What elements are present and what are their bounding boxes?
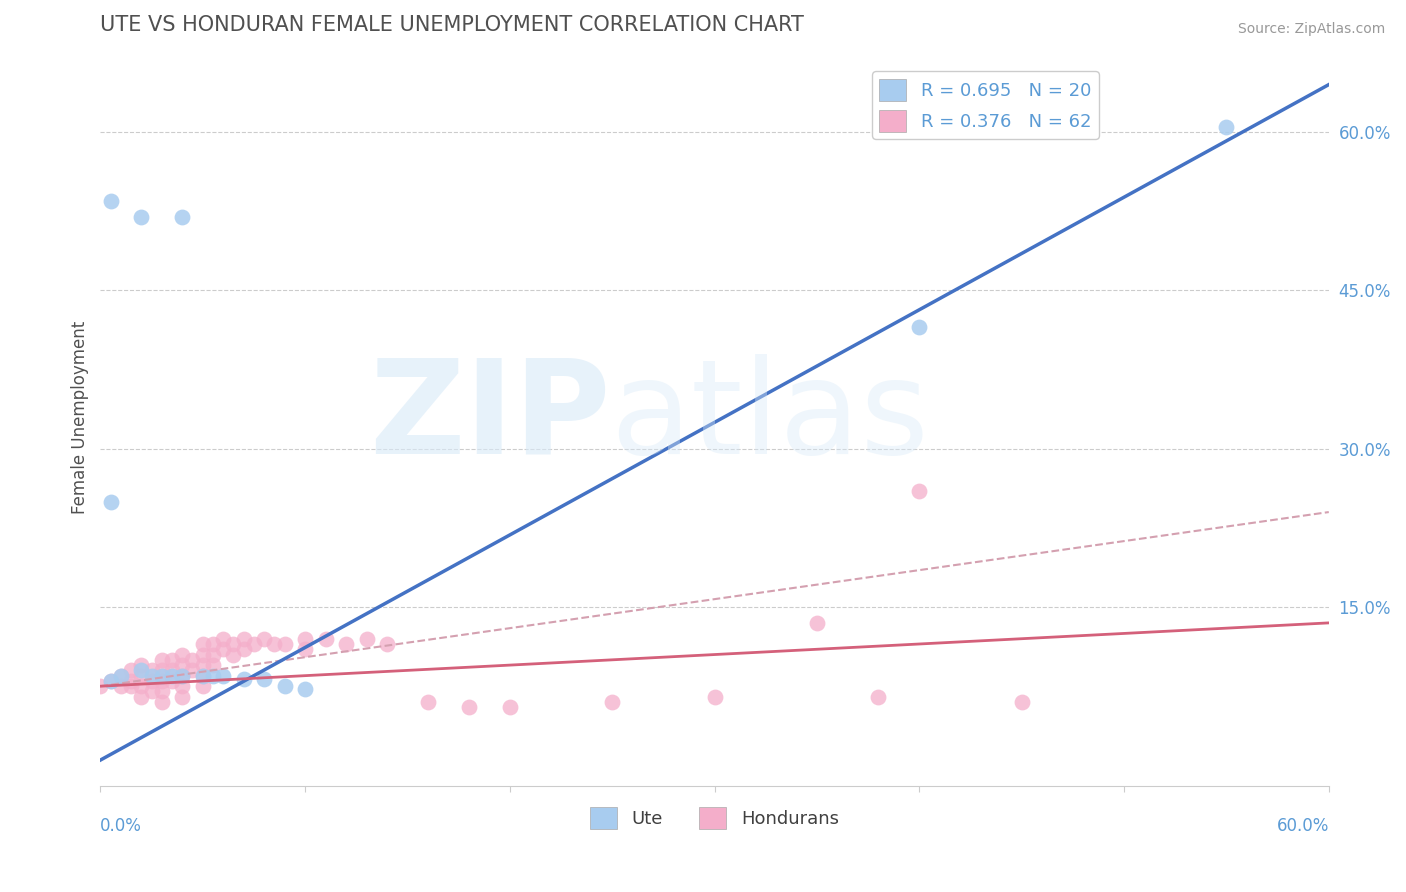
Point (129, 668, 152, 682)
Point (1215, 120, 1237, 134)
Point (212, 668, 235, 682)
Point (222, 637, 245, 651)
Point (172, 679, 194, 693)
Point (110, 668, 132, 682)
Point (172, 690, 194, 704)
Point (141, 684, 163, 698)
Point (273, 637, 295, 651)
Point (908, 483, 931, 498)
Point (201, 668, 224, 682)
Point (150, 664, 173, 678)
Point (172, 648, 194, 662)
Point (232, 642, 254, 657)
Point (129, 679, 152, 693)
Point (263, 637, 285, 651)
Point (201, 637, 224, 651)
Point (89, 679, 111, 693)
Point (294, 632, 316, 646)
Point (212, 642, 235, 657)
Point (120, 679, 142, 693)
Text: 0.0%: 0.0% (100, 817, 142, 835)
Point (129, 210, 152, 224)
Point (110, 668, 132, 682)
Point (141, 673, 163, 688)
Point (499, 700, 522, 714)
Point (129, 664, 152, 678)
Point (191, 637, 214, 651)
Point (253, 672, 276, 686)
Point (172, 668, 194, 682)
Point (172, 210, 194, 224)
Point (243, 637, 266, 651)
Text: 60.0%: 60.0% (1277, 817, 1329, 835)
Point (172, 668, 194, 682)
Point (201, 648, 224, 662)
Point (806, 615, 828, 630)
Point (356, 632, 378, 646)
Point (868, 690, 890, 704)
Point (416, 695, 439, 709)
Point (375, 637, 398, 651)
Text: UTE VS HONDURAN FEMALE UNEMPLOYMENT CORRELATION CHART: UTE VS HONDURAN FEMALE UNEMPLOYMENT CORR… (100, 15, 804, 35)
Point (150, 684, 173, 698)
Point (232, 672, 254, 686)
Point (150, 673, 173, 688)
Point (100, 673, 122, 688)
Point (273, 679, 295, 693)
Point (335, 637, 357, 651)
Text: Source: ZipAtlas.com: Source: ZipAtlas.com (1237, 22, 1385, 37)
Point (222, 648, 245, 662)
Point (160, 664, 183, 678)
Point (181, 664, 204, 678)
Point (160, 668, 183, 682)
Point (191, 648, 214, 662)
Point (294, 682, 316, 697)
Point (191, 679, 214, 693)
Point (120, 673, 142, 688)
Point (160, 653, 183, 667)
Point (181, 653, 204, 667)
Point (457, 700, 479, 714)
Point (150, 695, 173, 709)
Point (908, 320, 931, 334)
Point (100, 673, 122, 688)
Text: ZIP: ZIP (368, 353, 610, 481)
Point (129, 690, 152, 704)
Text: atlas: atlas (610, 353, 929, 481)
Point (703, 690, 725, 704)
Legend: Ute, Hondurans: Ute, Hondurans (583, 800, 846, 837)
Point (201, 658, 224, 673)
Point (232, 632, 254, 646)
Point (120, 664, 142, 678)
Point (253, 632, 276, 646)
Point (150, 653, 173, 667)
Point (315, 632, 337, 646)
Point (150, 668, 173, 682)
Point (172, 658, 194, 673)
Point (100, 194, 122, 208)
Point (212, 632, 235, 646)
Point (141, 668, 163, 682)
Point (141, 664, 163, 678)
Point (110, 679, 132, 693)
Point (129, 658, 152, 673)
Point (191, 668, 214, 682)
Y-axis label: Female Unemployment: Female Unemployment (72, 320, 89, 514)
Point (1011, 695, 1033, 709)
Point (160, 673, 183, 688)
Point (191, 658, 214, 673)
Point (191, 668, 214, 682)
Point (294, 642, 316, 657)
Point (600, 695, 623, 709)
Point (100, 494, 122, 508)
